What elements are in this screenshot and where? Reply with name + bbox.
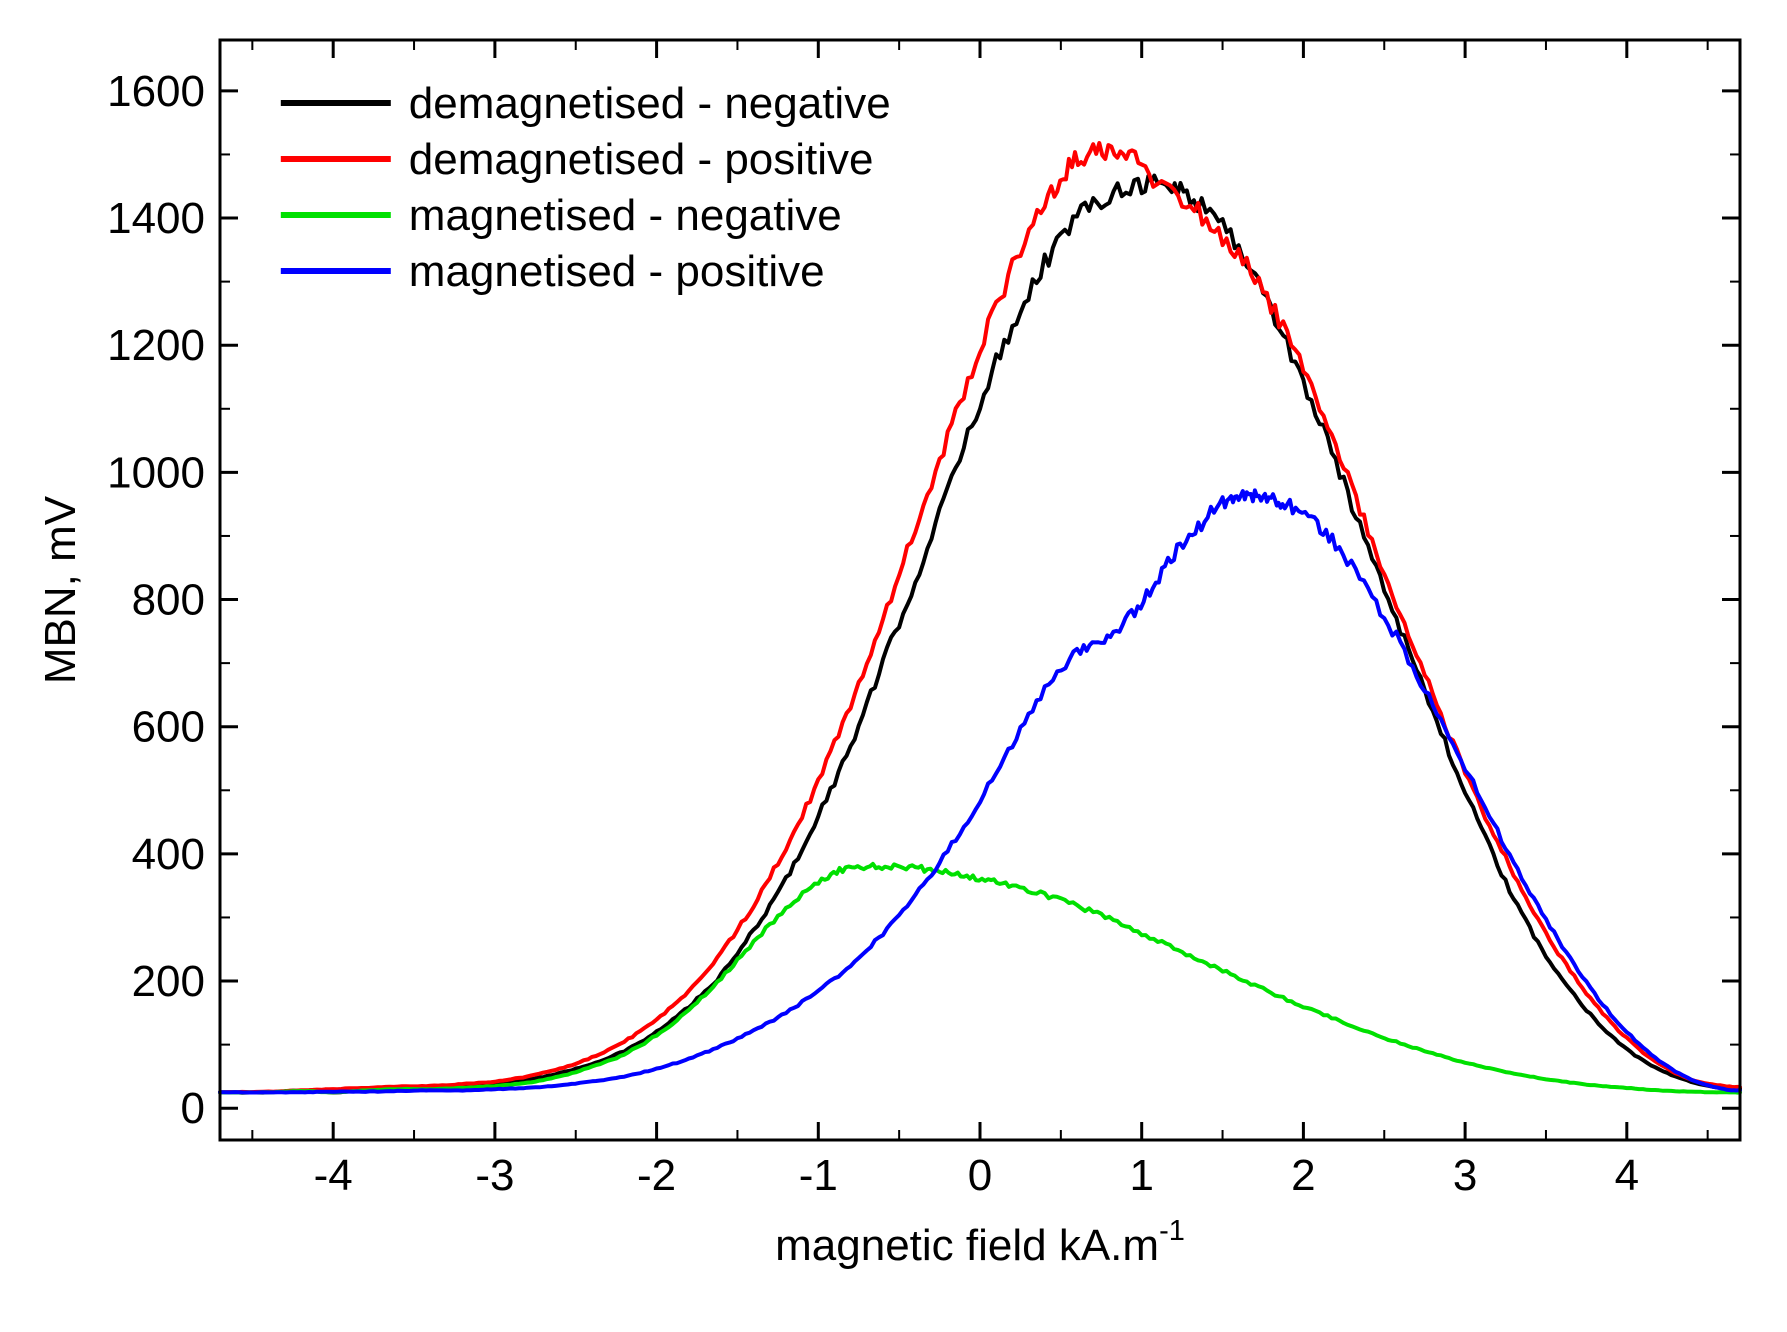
y-tick-label: 1200 xyxy=(107,321,205,370)
y-tick-label: 800 xyxy=(132,576,205,625)
x-tick-label: -3 xyxy=(475,1151,514,1200)
x-tick-label: -4 xyxy=(314,1151,353,1200)
x-tick-label: -1 xyxy=(799,1151,838,1200)
legend-label: demagnetised - negative xyxy=(409,79,891,128)
y-tick-label: 400 xyxy=(132,830,205,879)
y-tick-label: 200 xyxy=(132,957,205,1006)
mbn-chart: -4 -3 -2 -1 0 1 2 3 4 0 200 400 600 800 1000 1200 1400 16… xyxy=(0,0,1787,1332)
x-tick-label: 3 xyxy=(1453,1151,1477,1200)
x-axis-label: magnetic field kA.m-1 xyxy=(775,1215,1185,1270)
y-axis-label: MBN, mV xyxy=(36,495,85,684)
y-tick-label: 0 xyxy=(181,1084,205,1133)
svg-text:magnetic field kA.m-1: magnetic field kA.m-1 xyxy=(775,1215,1185,1270)
x-tick-label: 1 xyxy=(1129,1151,1153,1200)
x-tick-label: 0 xyxy=(968,1151,992,1200)
y-tick-label: 1400 xyxy=(107,194,205,243)
x-tick-label: 2 xyxy=(1291,1151,1315,1200)
y-tick-label: 1600 xyxy=(107,67,205,116)
x-tick-label: -2 xyxy=(637,1151,676,1200)
legend-label: magnetised - negative xyxy=(409,191,842,240)
x-tick-label: 4 xyxy=(1615,1151,1639,1200)
y-tick-label: 600 xyxy=(132,703,205,752)
legend-label: magnetised - positive xyxy=(409,247,825,296)
chart-container: -4 -3 -2 -1 0 1 2 3 4 0 200 400 600 800 1000 1200 1400 16… xyxy=(0,0,1787,1332)
y-tick-label: 1000 xyxy=(107,448,205,497)
legend-label: demagnetised - positive xyxy=(409,135,874,184)
